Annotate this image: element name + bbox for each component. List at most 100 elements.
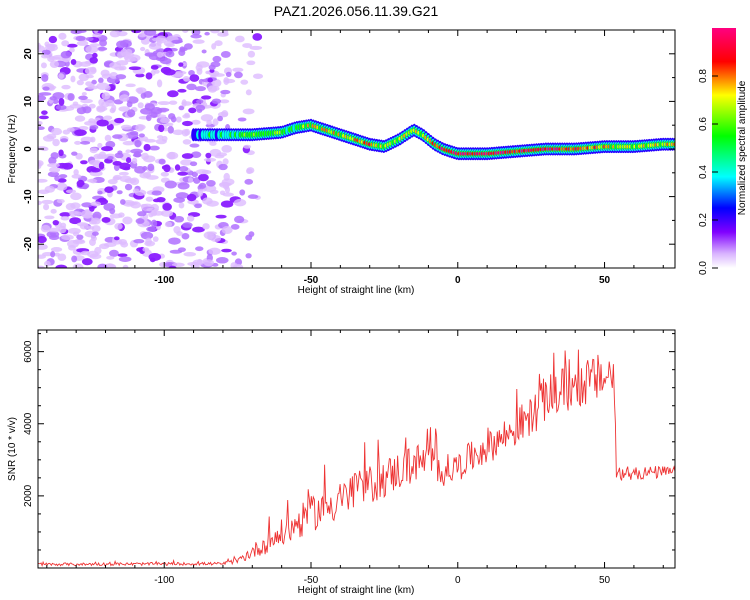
noise-speckle [111, 104, 117, 112]
noise-speckle [217, 115, 223, 122]
noise-speckle [191, 119, 201, 125]
noise-speckle [181, 101, 193, 106]
noise-speckle [113, 236, 120, 241]
noise-speckle [60, 216, 70, 221]
noise-speckle [107, 179, 118, 185]
noise-speckle [48, 56, 61, 61]
noise-speckle [38, 160, 44, 167]
noise-speckle [106, 263, 114, 268]
noise-speckle [242, 43, 253, 49]
noise-speckle [152, 236, 159, 242]
noise-speckle [96, 46, 108, 51]
noise-speckle [192, 39, 205, 44]
noise-speckle [90, 235, 98, 242]
noise-speckle [70, 192, 82, 201]
noise-speckle [149, 145, 160, 151]
ridge-layer [191, 118, 675, 161]
noise-speckle [161, 135, 168, 142]
noise-speckle [158, 158, 166, 165]
noise-speckle [194, 86, 206, 92]
noise-speckle [114, 117, 125, 124]
noise-speckle [197, 188, 204, 197]
x-tick-label: 50 [599, 275, 611, 286]
noise-speckle [125, 83, 136, 88]
noise-speckle [191, 171, 198, 178]
noise-speckle [71, 255, 78, 263]
noise-speckle [38, 265, 45, 268]
noise-speckle [112, 161, 122, 166]
noise-speckle [65, 189, 77, 194]
noise-speckle [75, 153, 83, 160]
noise-speckle [118, 65, 127, 71]
noise-speckle [50, 247, 63, 252]
noise-speckle [144, 240, 156, 247]
noise-speckle [133, 238, 145, 244]
x-tick-label: 0 [455, 575, 461, 586]
y-tick-label: 6000 [23, 340, 34, 363]
noise-speckle [93, 153, 104, 160]
noise-speckle [156, 114, 167, 119]
noise-speckle [211, 98, 222, 104]
noise-speckle [178, 202, 185, 209]
noise-speckle [246, 168, 253, 175]
noise-speckle [70, 75, 76, 83]
noise-speckle [114, 152, 124, 159]
noise-speckle [222, 158, 229, 166]
noise-speckle [84, 67, 97, 75]
noise-speckle [160, 209, 173, 217]
noise-speckle [195, 64, 203, 72]
noise-speckle [177, 171, 188, 176]
noise-speckle [230, 223, 240, 230]
noise-speckle [150, 219, 158, 228]
noise-speckle [181, 232, 190, 240]
noise-speckle [38, 92, 52, 96]
noise-speckle [61, 162, 74, 170]
noise-speckle [138, 133, 145, 138]
noise-speckle [119, 175, 132, 183]
noise-speckle [61, 84, 71, 90]
noise-speckle [190, 151, 202, 159]
noise-speckle [40, 54, 50, 59]
noise-speckle [99, 39, 107, 47]
noise-speckle [144, 138, 157, 143]
figure-title: PAZ1.2026.056.11.39.G21 [274, 3, 439, 19]
noise-speckle [98, 77, 104, 84]
noise-speckle [215, 214, 227, 219]
noise-speckle [98, 161, 105, 170]
noise-speckle [125, 201, 138, 206]
spectrogram-y-tick-labels: 20 10 0 -10 -20 [23, 48, 34, 252]
spectrogram-ticks [38, 30, 675, 268]
noise-speckle [58, 225, 67, 234]
noise-speckle [85, 36, 94, 42]
noise-speckle [38, 200, 42, 206]
noise-speckle [178, 105, 185, 111]
noise-speckle [103, 203, 116, 211]
colorbar-tick-label: 0.2 [698, 213, 709, 227]
noise-speckle [88, 118, 95, 124]
y-tick-label: 10 [23, 95, 34, 107]
noise-speckle [90, 217, 101, 225]
spectrogram-panel: -100 -50 0 50 20 10 0 -10 -20 Height of straigh… [7, 29, 676, 296]
noise-speckle [90, 136, 96, 143]
noise-speckle [206, 119, 212, 126]
noise-speckle [189, 74, 200, 82]
noise-speckle [168, 237, 181, 245]
noise-speckle [166, 122, 174, 127]
noise-speckle [104, 134, 112, 142]
noise-speckle [174, 215, 185, 223]
y-tick-label: -20 [23, 237, 34, 252]
noise-speckle [214, 40, 223, 47]
noise-speckle [38, 254, 47, 259]
noise-speckle [245, 89, 252, 96]
noise-speckle [174, 164, 181, 171]
noise-speckle [55, 264, 68, 268]
noise-speckle [138, 32, 147, 38]
noise-speckle [144, 30, 157, 36]
noise-speckle [243, 144, 252, 149]
noise-speckle [180, 159, 193, 166]
noise-speckle [79, 61, 92, 67]
noise-speckle [221, 248, 232, 253]
spectrogram-x-tick-labels: -100 -50 0 50 [154, 275, 610, 286]
noise-speckle [41, 74, 49, 82]
noise-speckle [245, 234, 253, 241]
